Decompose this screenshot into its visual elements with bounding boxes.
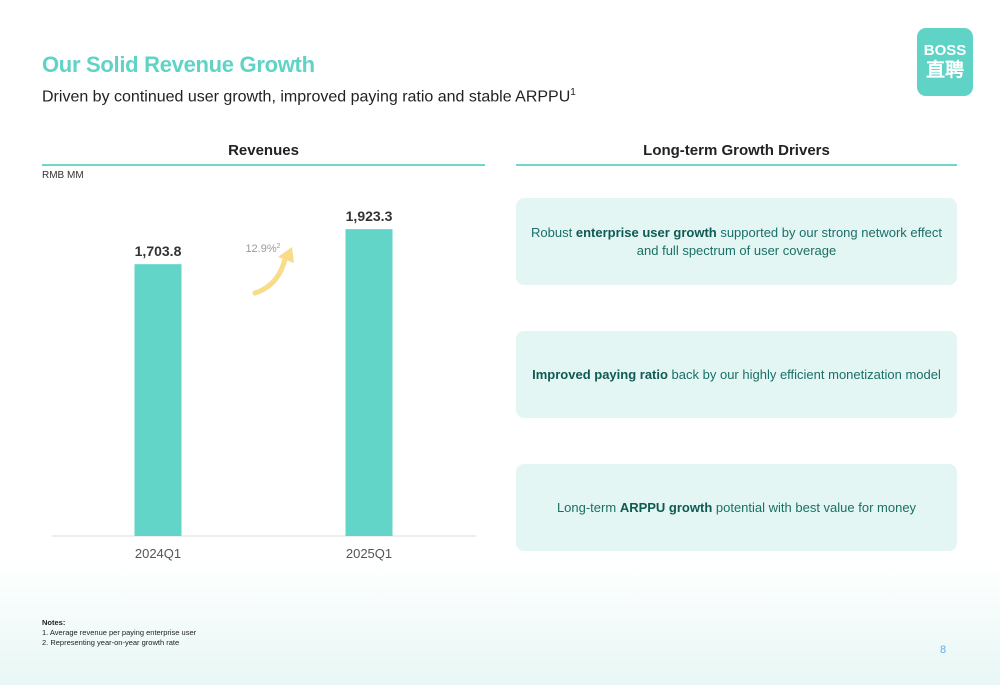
page-subtitle: Driven by continued user growth, improve… — [42, 87, 576, 106]
footnote-ref-1: 1 — [570, 87, 576, 98]
x-tick-label: 2025Q1 — [346, 546, 392, 561]
note-2: 2. Representing year-on-year growth rate — [42, 638, 180, 647]
driver-card-arppu-growth: Long-term ARPPU growth potential with be… — [516, 464, 957, 551]
boss-zhipin-logo: BOSS 直聘 — [917, 28, 973, 96]
subtitle-text: Driven by continued user growth, improve… — [42, 88, 571, 106]
driver-text: Long-term ARPPU growth potential with be… — [556, 499, 917, 515]
bar-2024Q1 — [134, 264, 182, 536]
units-label: RMB MM — [42, 170, 84, 181]
x-tick-label: 2024Q1 — [135, 546, 181, 561]
notes-title: Notes: — [42, 618, 66, 627]
bar-value-label: 1,703.8 — [135, 243, 182, 259]
note-1: 1. Average revenue per paying enterprise… — [42, 628, 197, 637]
page-title: Our Solid Revenue Growth — [42, 52, 315, 77]
logo-text-boss: BOSS — [923, 42, 967, 59]
bar-value-label: 1,923.3 — [346, 208, 393, 224]
driver-card-paying-ratio: Improved paying ratio back by our highly… — [516, 331, 957, 418]
page-number: 8 — [940, 644, 947, 656]
driver-card-enterprise-growth: Robust enterprise user growth supported … — [516, 198, 957, 285]
bar-2025Q1 — [345, 229, 393, 536]
footnotes: Notes: 1. Average revenue per paying ent… — [42, 618, 196, 648]
revenue-bar-chart: 1,703.8 2024Q1 1,923.3 2025Q1 12.9%2 — [52, 208, 476, 561]
driver-text: Improved paying ratio back by our highly… — [532, 366, 941, 382]
drivers-heading: Long-term Growth Drivers — [516, 142, 957, 166]
growth-arrow-icon — [252, 247, 294, 296]
revenues-heading: Revenues — [42, 142, 485, 166]
logo-text-cn: 直聘 — [925, 60, 964, 81]
driver-text: Robust enterprise user growth supported … — [531, 224, 942, 258]
growth-rate-label: 12.9%2 — [245, 243, 280, 255]
